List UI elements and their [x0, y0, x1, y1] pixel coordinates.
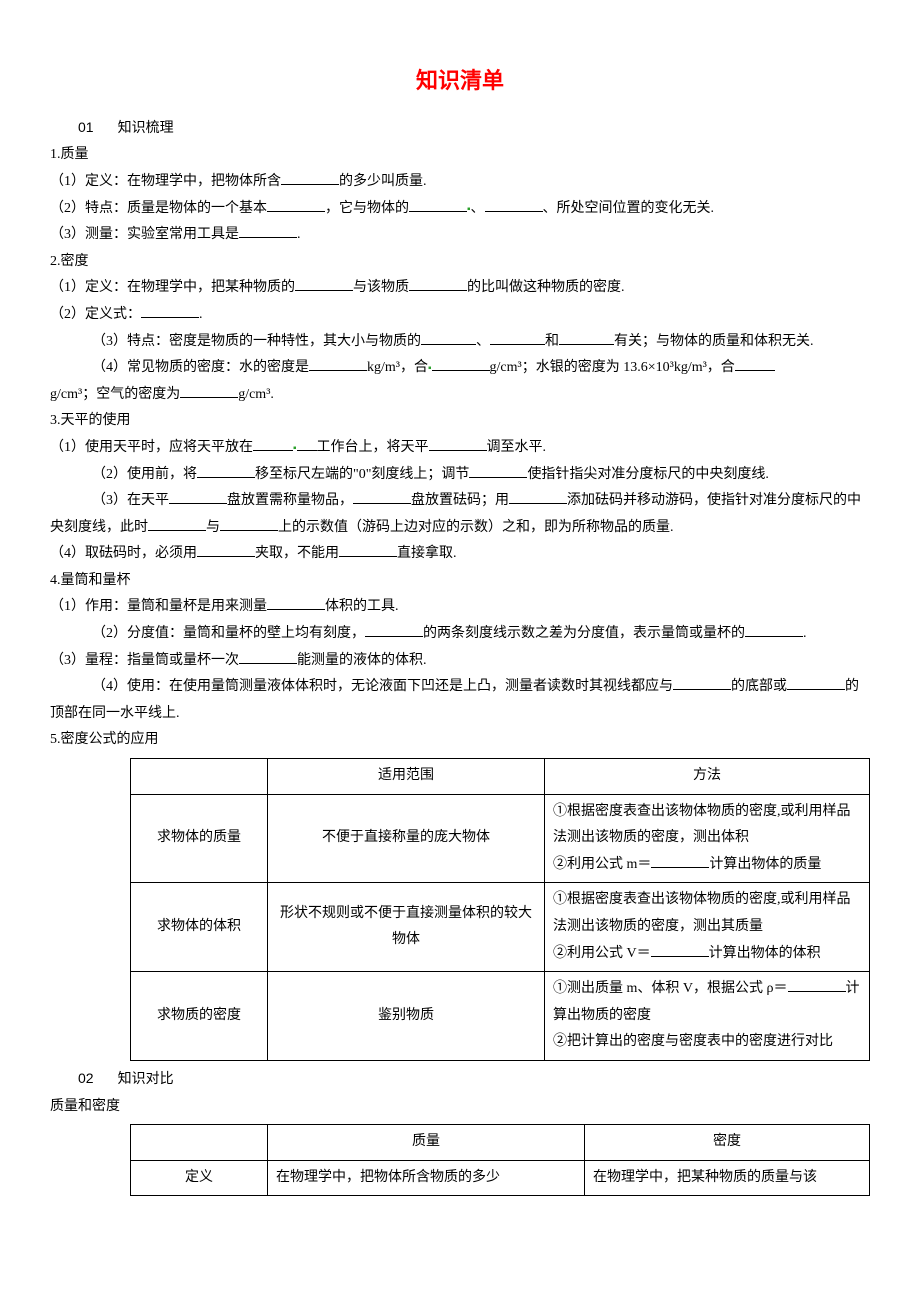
blank — [281, 170, 339, 185]
th-blank — [131, 759, 268, 795]
blank — [220, 516, 278, 531]
table-row: 质量 密度 — [131, 1125, 870, 1161]
heading-balance: 3.天平的使用 — [50, 408, 870, 435]
density-common: （4）常见物质的密度：水的密度是kg/m³，合▪g/cm³；水银的密度为 13.… — [50, 355, 870, 408]
heading-compare: 质量和密度 — [50, 1094, 870, 1121]
cell-mass-scope: 不便于直接称量的庞大物体 — [268, 794, 545, 883]
th-mass: 质量 — [268, 1125, 585, 1161]
blank — [788, 977, 846, 992]
blank — [253, 436, 293, 451]
blank — [295, 276, 353, 291]
th-method: 方法 — [545, 759, 870, 795]
table-row: 定义 在物理学中，把物体所含物质的多少 在物理学中，把某种物质的质量与该 — [131, 1160, 870, 1196]
density-formula: （2）定义式：. — [50, 302, 870, 329]
cell-volume-scope: 形状不规则或不便于直接测量体积的较大物体 — [268, 883, 545, 972]
mass-measure: （3）测量：实验室常用工具是. — [50, 222, 870, 249]
cyl-2: （2）分度值：量筒和量杯的壁上均有刻度，的两条刻度线示数之差为分度值，表示量筒或… — [50, 621, 870, 648]
blank — [651, 853, 709, 868]
balance-4: （4）取砝码时，必须用夹取，不能用直接拿取. — [50, 541, 870, 568]
blank — [559, 330, 614, 345]
compare-table: 质量 密度 定义 在物理学中，把物体所含物质的多少 在物理学中，把某种物质的质量… — [130, 1124, 870, 1196]
cell-def-density: 在物理学中，把某种物质的质量与该 — [585, 1160, 870, 1196]
heading-cylinder: 4.量筒和量杯 — [50, 568, 870, 595]
blank — [409, 197, 467, 212]
section-01-label: 知识梳理 — [118, 121, 174, 136]
blank — [409, 276, 467, 291]
blank — [365, 622, 423, 637]
blank — [651, 942, 709, 957]
th-scope: 适用范围 — [268, 759, 545, 795]
blank — [432, 356, 490, 371]
blank — [239, 223, 297, 238]
blank — [148, 516, 206, 531]
cell-def-mass: 在物理学中，把物体所含物质的多少 — [268, 1160, 585, 1196]
blank — [180, 383, 238, 398]
section-02: 02 知识对比 — [50, 1065, 870, 1094]
page-title: 知识清单 — [50, 60, 870, 102]
cell-density-method: ①测出质量 m、体积 V，根据公式 ρ＝计算出物质的密度②把计算出的密度与密度表… — [545, 972, 870, 1061]
table-row: 适用范围 方法 — [131, 759, 870, 795]
cell-volume: 求物体的体积 — [131, 883, 268, 972]
th-density: 密度 — [585, 1125, 870, 1161]
th-blank2 — [131, 1125, 268, 1161]
balance-3: （3）在天平盘放置需称量物品，盘放置砝码；用添加砝码并移动游码，使指针对准分度标… — [50, 488, 870, 541]
blank — [421, 330, 476, 345]
blank — [469, 463, 527, 478]
blank — [169, 489, 227, 504]
cyl-4: （4）使用：在使用量筒测量液体体积时，无论液面下凹还是上凸，测量者读数时其视线都… — [50, 674, 870, 727]
cell-def-label: 定义 — [131, 1160, 268, 1196]
heading-mass: 1.质量 — [50, 142, 870, 169]
balance-2: （2）使用前，将移至标尺左端的"0"刻度线上；调节使指针指尖对准分度标尺的中央刻… — [50, 462, 870, 489]
cell-mass: 求物体的质量 — [131, 794, 268, 883]
heading-formula-app: 5.密度公式的应用 — [50, 727, 870, 754]
section-02-num: 02 — [78, 1070, 94, 1086]
heading-density: 2.密度 — [50, 249, 870, 276]
blank — [485, 197, 543, 212]
blank — [339, 542, 397, 557]
blank — [297, 436, 317, 451]
blank — [267, 197, 325, 212]
section-01: 01 知识梳理 — [50, 114, 870, 143]
cell-volume-method: ①根据密度表查出该物体物质的密度,或利用样品法测出该物质的密度，测出其质量②利用… — [545, 883, 870, 972]
blank — [735, 356, 775, 371]
blank — [509, 489, 567, 504]
blank — [673, 675, 731, 690]
cyl-1: （1）作用：量筒和量杯是用来测量体积的工具. — [50, 594, 870, 621]
blank — [429, 436, 487, 451]
blank — [267, 595, 325, 610]
blank — [787, 675, 845, 690]
section-02-label: 知识对比 — [118, 1072, 174, 1087]
density-feature: （3）特点：密度是物质的一种特性，其大小与物质的、和有关；与物体的质量和体积无关… — [50, 329, 870, 356]
blank — [490, 330, 545, 345]
mass-def: （1）定义：在物理学中，把物体所含的多少叫质量. — [50, 169, 870, 196]
table-row: 求物体的质量 不便于直接称量的庞大物体 ①根据密度表查出该物体物质的密度,或利用… — [131, 794, 870, 883]
blank — [353, 489, 411, 504]
density-def: （1）定义：在物理学中，把某种物质的与该物质的比叫做这种物质的密度. — [50, 275, 870, 302]
cell-mass-method: ①根据密度表查出该物体物质的密度,或利用样品法测出该物质的密度，测出体积②利用公… — [545, 794, 870, 883]
blank — [141, 303, 199, 318]
balance-1: （1）使用天平时，应将天平放在▪工作台上，将天平调至水平. — [50, 435, 870, 462]
cyl-3: （3）量程：指量筒或量杯一次能测量的液体的体积. — [50, 648, 870, 675]
blank — [197, 542, 255, 557]
cell-density-scope: 鉴别物质 — [268, 972, 545, 1061]
table-row: 求物体的体积 形状不规则或不便于直接测量体积的较大物体 ①根据密度表查出该物体物… — [131, 883, 870, 972]
blank — [239, 649, 297, 664]
blank — [745, 622, 803, 637]
section-01-num: 01 — [78, 119, 94, 135]
blank — [309, 356, 367, 371]
cell-density: 求物质的密度 — [131, 972, 268, 1061]
table-row: 求物质的密度 鉴别物质 ①测出质量 m、体积 V，根据公式 ρ＝计算出物质的密度… — [131, 972, 870, 1061]
blank — [197, 463, 255, 478]
density-formula-table: 适用范围 方法 求物体的质量 不便于直接称量的庞大物体 ①根据密度表查出该物体物… — [130, 758, 870, 1061]
mass-feature: （2）特点：质量是物体的一个基本，它与物体的▪、、所处空间位置的变化无关. — [50, 196, 870, 223]
